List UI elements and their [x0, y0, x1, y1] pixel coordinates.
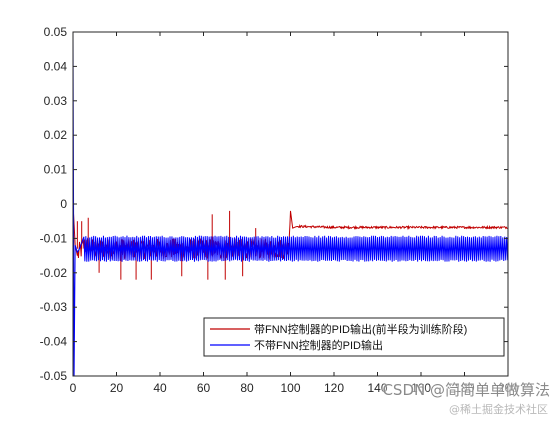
legend-box [203, 317, 505, 357]
legend: 带FNN控制器的PID输出(前半段为训练阶段) 不带FNN控制器的PID输出 [203, 317, 505, 357]
x-tick-label: 160 [411, 381, 431, 395]
ticks-group: 0 20 40 60 80 100 120 140 160 180 200 0.05 0.04 0.03 0… [40, 25, 519, 395]
watermark-sub-text: @稀土掘金技术社区 [449, 403, 548, 416]
x-tick-label: 200 [498, 381, 518, 395]
series-blue-line [72, 31, 509, 377]
x-tick-label: 60 [197, 381, 211, 395]
legend-label-blue: 不带FNN控制器的PID输出 [254, 338, 383, 352]
x-tick-label: 0 [70, 381, 77, 395]
y-tick-label: 0 [60, 197, 67, 211]
x-tick-label: 120 [324, 381, 344, 395]
y-tick-label: -0.02 [40, 266, 68, 280]
x-tick-label: 180 [454, 381, 474, 395]
y-tick-label: -0.03 [40, 300, 68, 314]
y-tick-label: 0.02 [44, 128, 68, 142]
plot-content [72, 31, 509, 377]
x-tick-label: 40 [153, 381, 167, 395]
x-tick-label: 80 [240, 381, 254, 395]
x-tick-label: 20 [110, 381, 124, 395]
legend-label-red: 带FNN控制器的PID输出(前半段为训练阶段) [254, 322, 467, 336]
y-tick-label: -0.05 [40, 369, 68, 383]
y-tick-label: 0.05 [44, 25, 68, 39]
y-tick-label: 0.04 [44, 59, 68, 73]
y-tick-label: 0.03 [44, 94, 68, 108]
x-tick-label: 140 [367, 381, 387, 395]
y-tick-label: 0.01 [44, 163, 68, 177]
y-tick-label: -0.01 [40, 231, 68, 245]
watermark-text: CSDN @简简单单做算法 [382, 381, 550, 399]
y-tick-label: -0.04 [40, 335, 68, 349]
x-tick-label: 100 [280, 381, 300, 395]
